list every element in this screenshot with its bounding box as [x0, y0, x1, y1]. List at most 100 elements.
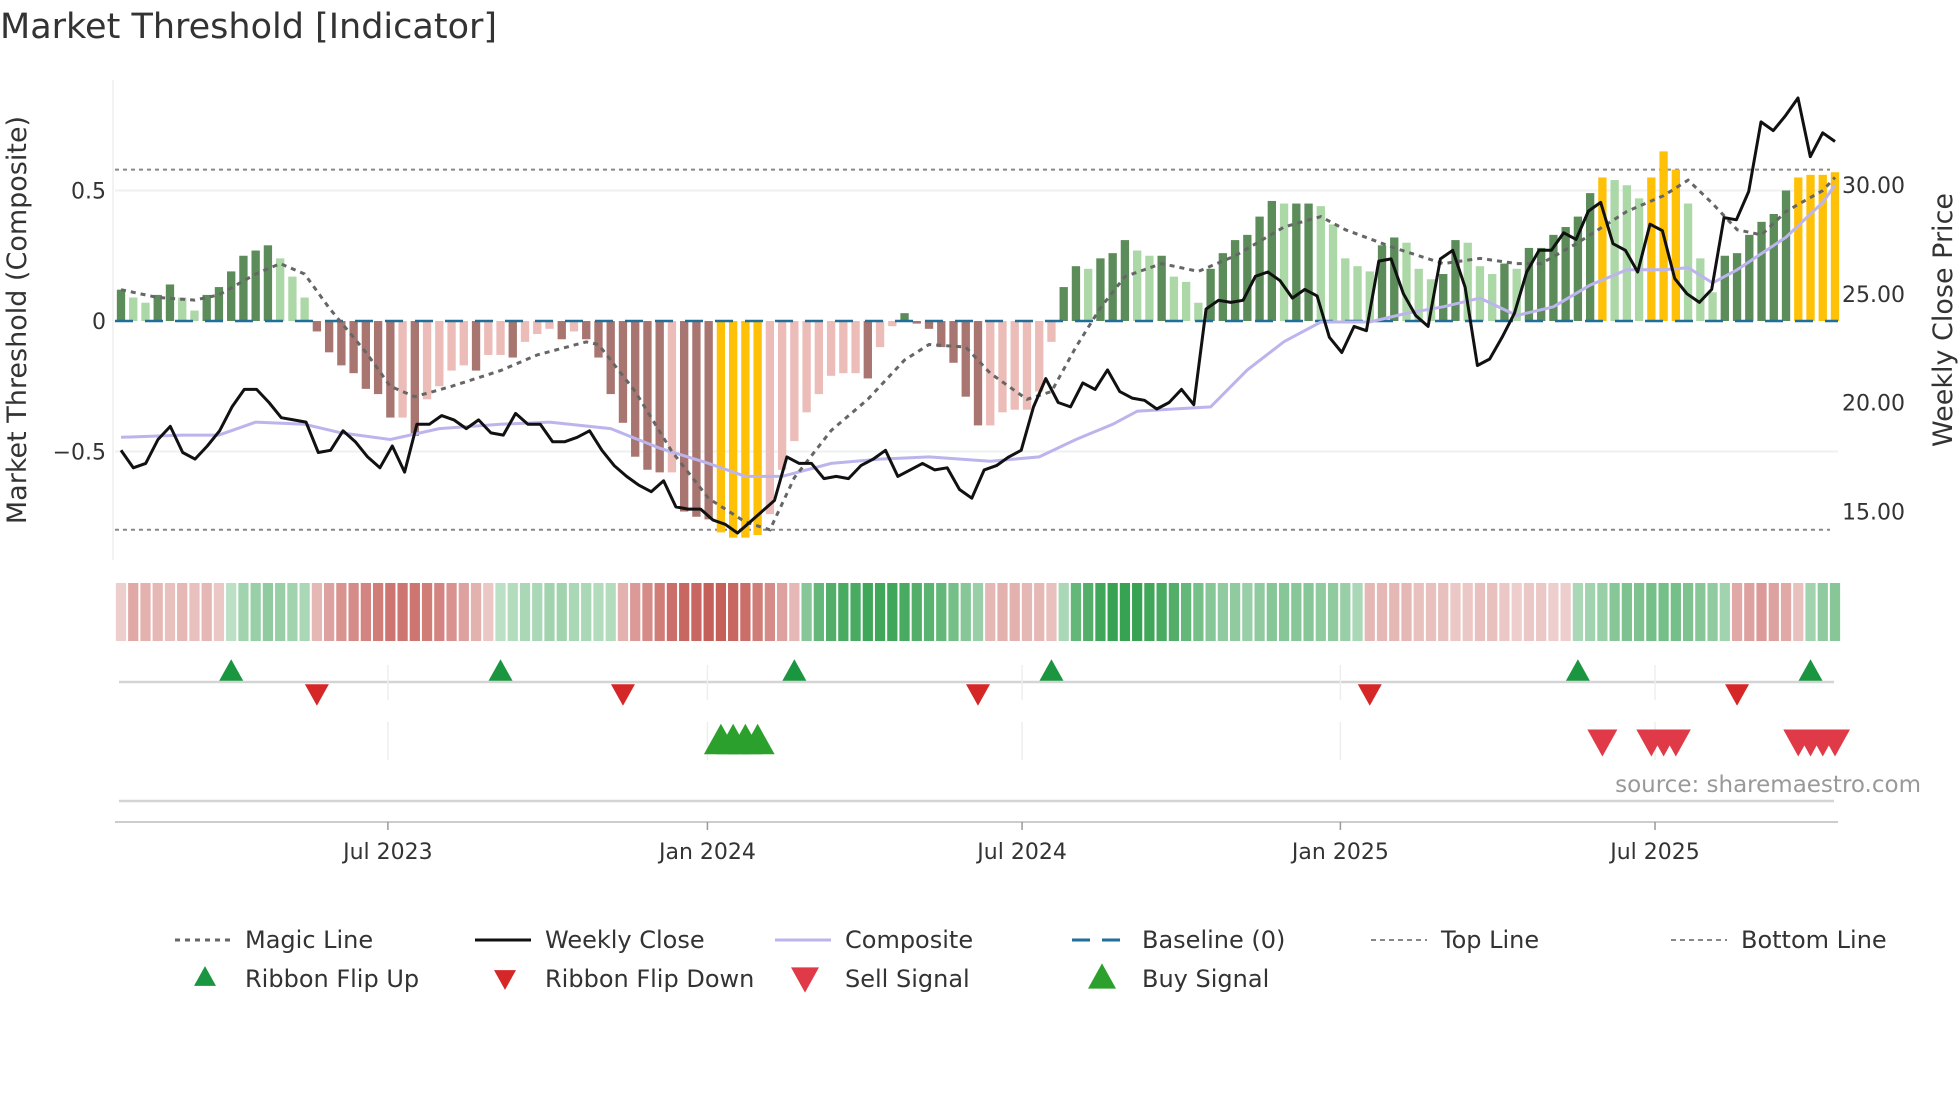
histogram-bar — [1708, 292, 1717, 321]
ribbon-cell — [1670, 583, 1681, 641]
ribbon-cell — [372, 583, 384, 641]
ribbon-cell — [275, 583, 286, 641]
histogram-bar — [202, 294, 211, 321]
ribbon-cell — [581, 583, 592, 641]
histogram-bar — [1230, 240, 1240, 321]
histogram-bar — [312, 321, 322, 332]
histogram-bar — [1108, 253, 1117, 321]
histogram-bar — [227, 271, 236, 321]
ribbon-cell — [287, 583, 298, 641]
right-tick-label: 20.00 — [1842, 392, 1905, 417]
histogram-bar — [1647, 177, 1656, 321]
histogram-bar — [1096, 258, 1105, 321]
ribbon-cell — [1181, 583, 1192, 641]
ribbon-flip-up-marker — [1039, 659, 1064, 681]
legend-flip-up-icon — [194, 966, 216, 986]
histogram-bar — [1561, 227, 1570, 321]
buy-signal-marker — [740, 723, 775, 755]
ribbon-cell — [1168, 583, 1180, 641]
histogram-bar — [973, 321, 983, 426]
ribbon-flip-down-marker — [1725, 684, 1750, 706]
histogram-bar — [839, 321, 848, 374]
histogram-bar — [912, 321, 921, 324]
ribbon-flip-up-marker — [1565, 659, 1590, 681]
histogram-bar — [1671, 169, 1681, 321]
histogram-bar — [263, 245, 273, 321]
left-axis-label: Market Threshold (Composite) — [2, 116, 33, 524]
histogram-bar — [410, 321, 419, 436]
ribbon-cell — [838, 583, 849, 641]
ribbon-cell — [1793, 583, 1804, 641]
histogram-bar — [1830, 172, 1840, 321]
histogram-bar — [1794, 177, 1803, 321]
ribbon-cell — [483, 583, 494, 641]
ribbon-cell — [874, 583, 886, 641]
composite-histogram — [115, 151, 1840, 538]
histogram-bar — [1500, 263, 1509, 321]
histogram-bar — [1720, 255, 1729, 321]
histogram-bar — [998, 321, 1007, 413]
ribbon-cell — [1046, 583, 1057, 641]
legend-label: Baseline (0) — [1142, 926, 1285, 954]
ribbon-cell — [691, 583, 702, 641]
histogram-bar — [1035, 321, 1044, 392]
histogram-bar — [300, 297, 309, 321]
ribbon-flip-up-marker — [782, 659, 807, 681]
histogram-bar — [1475, 266, 1485, 321]
ribbon-cell — [1413, 583, 1424, 641]
ribbon-cell — [1780, 583, 1792, 641]
histogram-bar — [520, 321, 530, 342]
histogram-bar — [1059, 287, 1068, 321]
histogram-bar — [1377, 245, 1387, 321]
ribbon-cell — [1719, 583, 1730, 641]
histogram-bar — [288, 276, 297, 321]
sell-signal-marker — [1587, 729, 1618, 757]
histogram-bar — [1169, 276, 1179, 321]
ribbon-cell — [1278, 583, 1290, 641]
histogram-bar — [190, 310, 199, 321]
ribbon-cell — [1315, 583, 1326, 641]
histogram-bar — [1328, 224, 1338, 321]
ribbon-cell — [1572, 583, 1584, 641]
histogram-bar — [1781, 190, 1791, 321]
histogram-bar — [1047, 321, 1056, 342]
ribbon-cell — [1585, 583, 1596, 641]
ribbon-cell — [1352, 583, 1363, 641]
histogram-bar — [1132, 250, 1142, 321]
histogram-bar — [790, 321, 799, 442]
histogram-bar — [1451, 240, 1460, 321]
ribbon-cell — [617, 583, 629, 641]
ribbon-cell — [1548, 583, 1559, 641]
ribbon-cell — [1756, 583, 1767, 641]
ribbon-cell — [238, 583, 249, 641]
ribbon-cell — [911, 583, 922, 641]
ribbon-cell — [434, 583, 445, 641]
ribbon-cell — [997, 583, 1008, 641]
histogram-bar — [1194, 302, 1203, 321]
x-tick-label: Jul 2024 — [975, 840, 1067, 865]
ribbon-cell — [1266, 583, 1277, 641]
ribbon-cell — [899, 583, 910, 641]
ribbon-cell — [1217, 583, 1228, 641]
ribbon-cell — [189, 583, 200, 641]
histogram-bar — [961, 321, 970, 397]
histogram-bar — [986, 321, 995, 426]
histogram-bar — [324, 321, 334, 353]
chart-title: Market Threshold [Indicator] — [0, 7, 497, 47]
histogram-bar — [1610, 180, 1619, 321]
ribbon-cell — [1744, 583, 1755, 641]
histogram-bar — [557, 321, 566, 340]
ribbon-cell — [1119, 583, 1131, 641]
ribbon-cell — [336, 583, 347, 641]
histogram-bar — [398, 321, 407, 418]
legend-flip-down-icon — [494, 970, 516, 990]
histogram-bar — [1524, 247, 1534, 321]
ribbon-cell — [1401, 583, 1412, 641]
ribbon-cell — [1523, 583, 1535, 641]
histogram-bar — [765, 321, 775, 515]
ribbon-cell — [226, 583, 237, 641]
left-tick-label: −0.5 — [53, 441, 106, 466]
ribbon-cell — [801, 583, 812, 641]
sell-signal-marker — [1660, 729, 1691, 757]
